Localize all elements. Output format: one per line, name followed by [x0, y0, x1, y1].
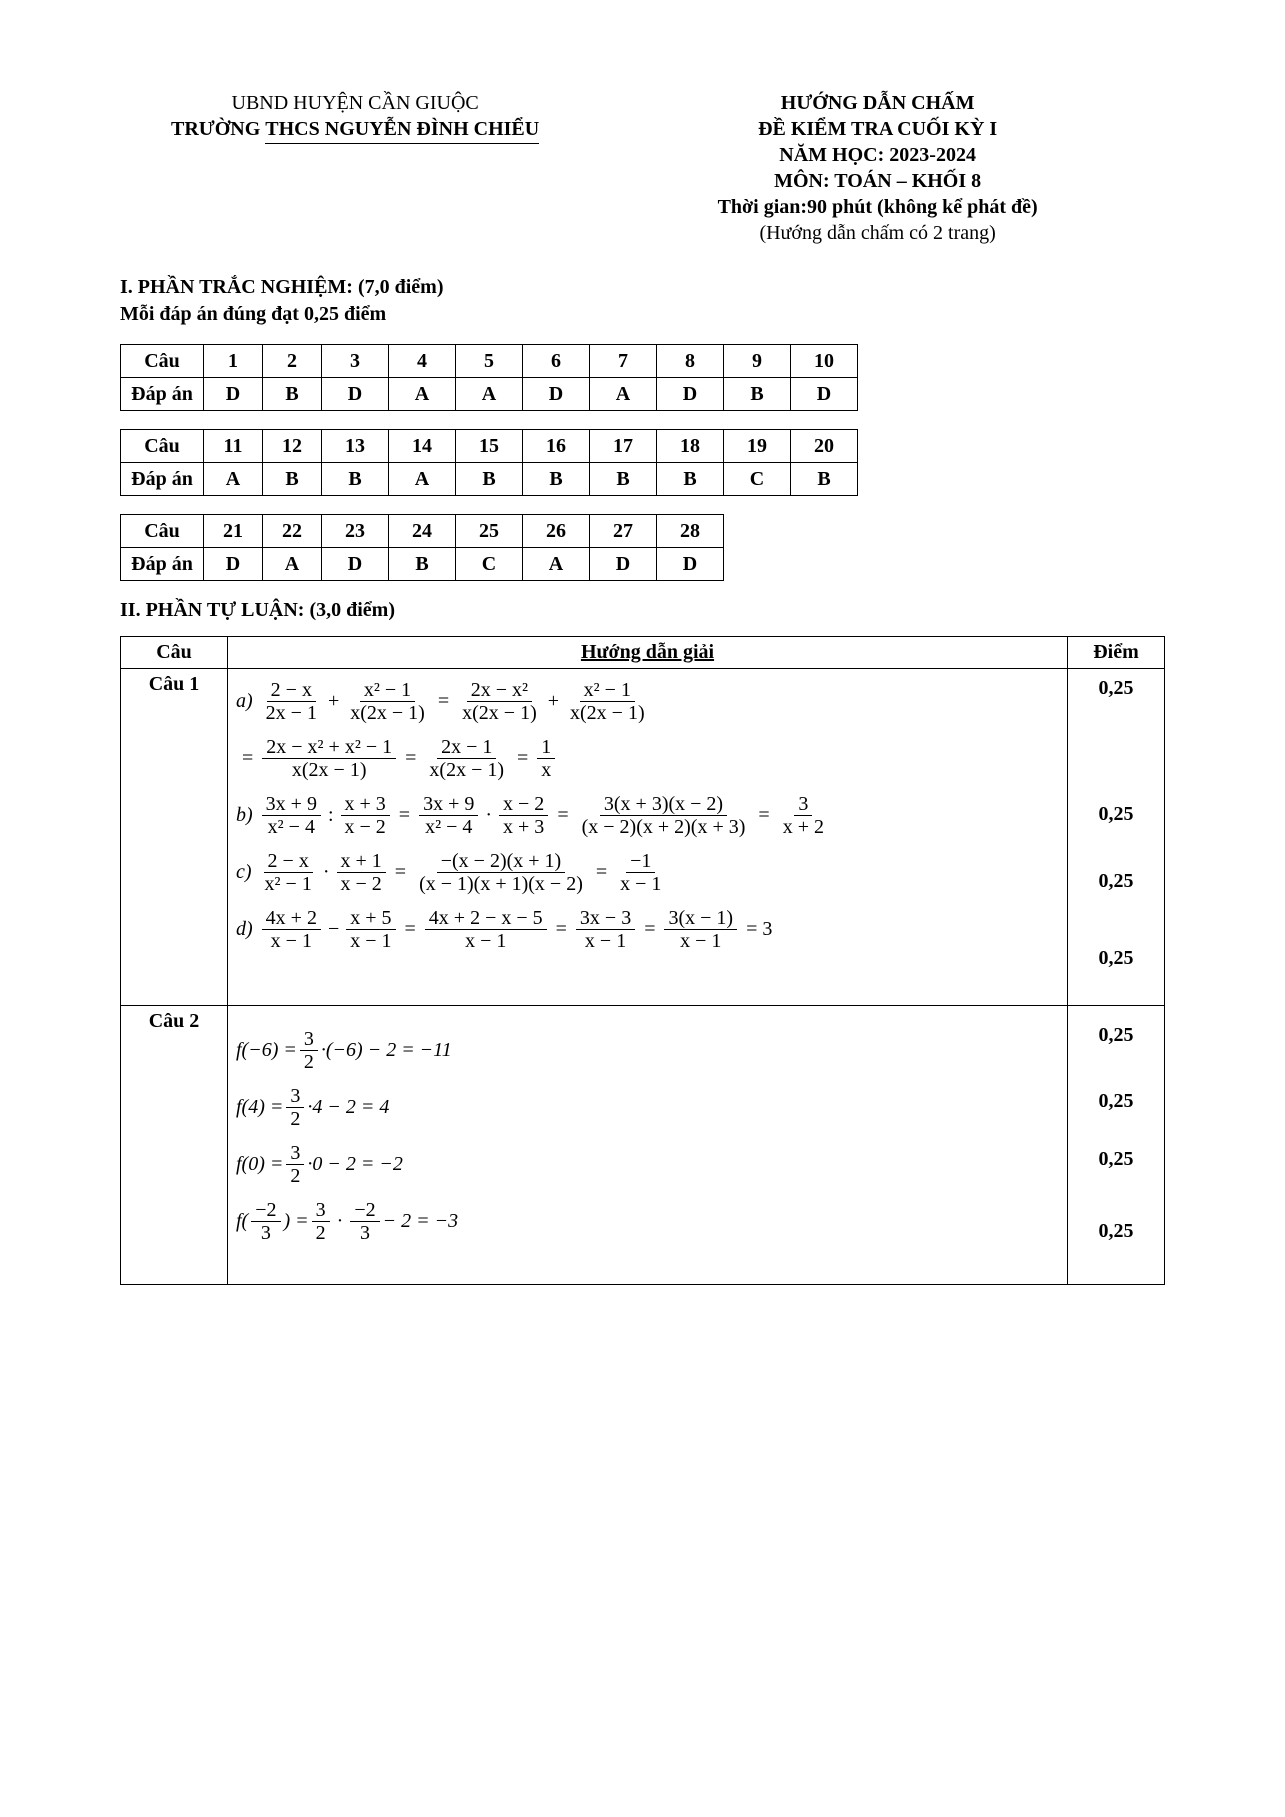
col-diem: Điểm — [1068, 637, 1165, 669]
header-left-line2: TRƯỜNG THCS NGUYỄN ĐÌNH CHIỂU — [120, 116, 590, 144]
col-hg: Hướng dẫn giải — [228, 637, 1068, 669]
header-right-line2: ĐỀ KIỂM TRA CUỐI KỲ I — [590, 116, 1165, 142]
cau1-a-line2: = 2x − x² + x² − 1x(2x − 1) = 2x − 1x(2x… — [236, 730, 1059, 787]
section1-subtitle: Mỗi đáp án đúng đạt 0,25 điểm — [120, 303, 1165, 326]
cau1-c: c) 2 − xx² − 1 · x + 1x − 2 = −(x − 2)(x… — [236, 844, 1059, 901]
page: UBND HUYỆN CẦN GIUỘC TRƯỜNG THCS NGUYỄN … — [0, 0, 1285, 1817]
header-right: HƯỚNG DẪN CHẤM ĐỀ KIỂM TRA CUỐI KỲ I NĂM… — [590, 90, 1165, 246]
answer-table-2: Câu 11 12 13 14 15 16 17 18 19 20 Đáp án… — [120, 429, 858, 496]
cau1-a-line1: a) 2 − x2x − 1 + x² − 1x(2x − 1) = 2x − … — [236, 673, 1059, 730]
section2-title: II. PHẦN TỰ LUẬN: (3,0 điểm) — [120, 599, 1165, 622]
cau2-p3: f(0) = 32 ·0 − 2 = −2 — [236, 1136, 1059, 1193]
header-right-line3: NĂM HỌC: 2023-2024 — [590, 142, 1165, 168]
cau2-scores: 0,25 0,25 0,25 0,25 — [1068, 1006, 1165, 1285]
cau1-label: Câu 1 — [121, 669, 228, 1006]
header-left: UBND HUYỆN CẦN GIUỘC TRƯỜNG THCS NGUYỄN … — [120, 90, 590, 246]
header-right-line1: HƯỚNG DẪN CHẤM — [590, 90, 1165, 116]
cau2-p1: f(−6) = 32 ·(−6) − 2 = −11 — [236, 1010, 1059, 1079]
cau1-content: a) 2 − x2x − 1 + x² − 1x(2x − 1) = 2x − … — [228, 669, 1068, 1006]
cau1-scores: 0,25 0,25 0,25 0,25 — [1068, 669, 1165, 1006]
row-label-a: Đáp án — [121, 378, 204, 411]
row-cau1: Câu 1 a) 2 − x2x − 1 + x² − 1x(2x − 1) =… — [121, 669, 1165, 1006]
cau1-b: b) 3x + 9x² − 4 : x + 3x − 2 = 3x + 9x² … — [236, 787, 1059, 844]
answer-table-3: Câu 21 22 23 24 25 26 27 28 Đáp án D A D… — [120, 514, 724, 581]
header-right-line6: (Hướng dẫn chấm có 2 trang) — [590, 220, 1165, 246]
cau2-label: Câu 2 — [121, 1006, 228, 1285]
header-right-line4: MÔN: TOÁN – KHỐI 8 — [590, 168, 1165, 194]
solution-table: Câu Hướng dẫn giải Điểm Câu 1 a) 2 − x2x… — [120, 636, 1165, 1285]
row-cau2: Câu 2 f(−6) = 32 ·(−6) − 2 = −11 f(4) = … — [121, 1006, 1165, 1285]
cau2-p2: f(4) = 32 ·4 − 2 = 4 — [236, 1079, 1059, 1136]
header: UBND HUYỆN CẦN GIUỘC TRƯỜNG THCS NGUYỄN … — [120, 90, 1165, 246]
cau2-p4: f( −23 ) = 32 · −23 − 2 = −3 — [236, 1193, 1059, 1262]
cau1-d: d) 4x + 2x − 1 − x + 5x − 1 = 4x + 2 − x… — [236, 901, 1059, 958]
cau2-content: f(−6) = 32 ·(−6) − 2 = −11 f(4) = 32 ·4 … — [228, 1006, 1068, 1285]
row-label-q: Câu — [121, 345, 204, 378]
col-cau: Câu — [121, 637, 228, 669]
section1-title: I. PHẦN TRẮC NGHIỆM: (7,0 điểm) — [120, 276, 1165, 299]
header-right-line5: Thời gian:90 phút (không kể phát đề) — [590, 194, 1165, 220]
answer-table-1: Câu 1 2 3 4 5 6 7 8 9 10 Đáp án D B D A … — [120, 344, 858, 411]
header-left-line1: UBND HUYỆN CẦN GIUỘC — [120, 90, 590, 116]
